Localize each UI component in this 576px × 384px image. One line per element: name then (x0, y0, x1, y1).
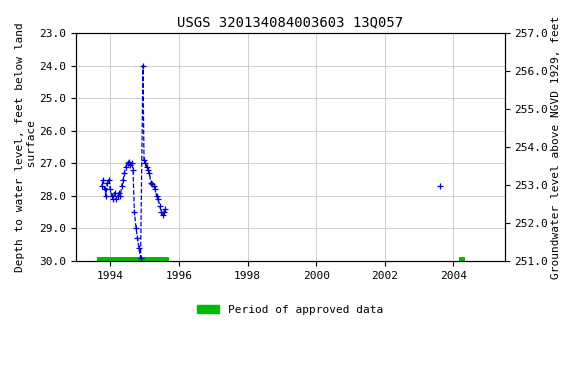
Legend: Period of approved data: Period of approved data (193, 300, 388, 319)
Title: USGS 320134084003603 13Q057: USGS 320134084003603 13Q057 (177, 15, 403, 29)
Y-axis label: Depth to water level, feet below land
 surface: Depth to water level, feet below land su… (15, 22, 37, 272)
Y-axis label: Groundwater level above NGVD 1929, feet: Groundwater level above NGVD 1929, feet (551, 15, 561, 279)
